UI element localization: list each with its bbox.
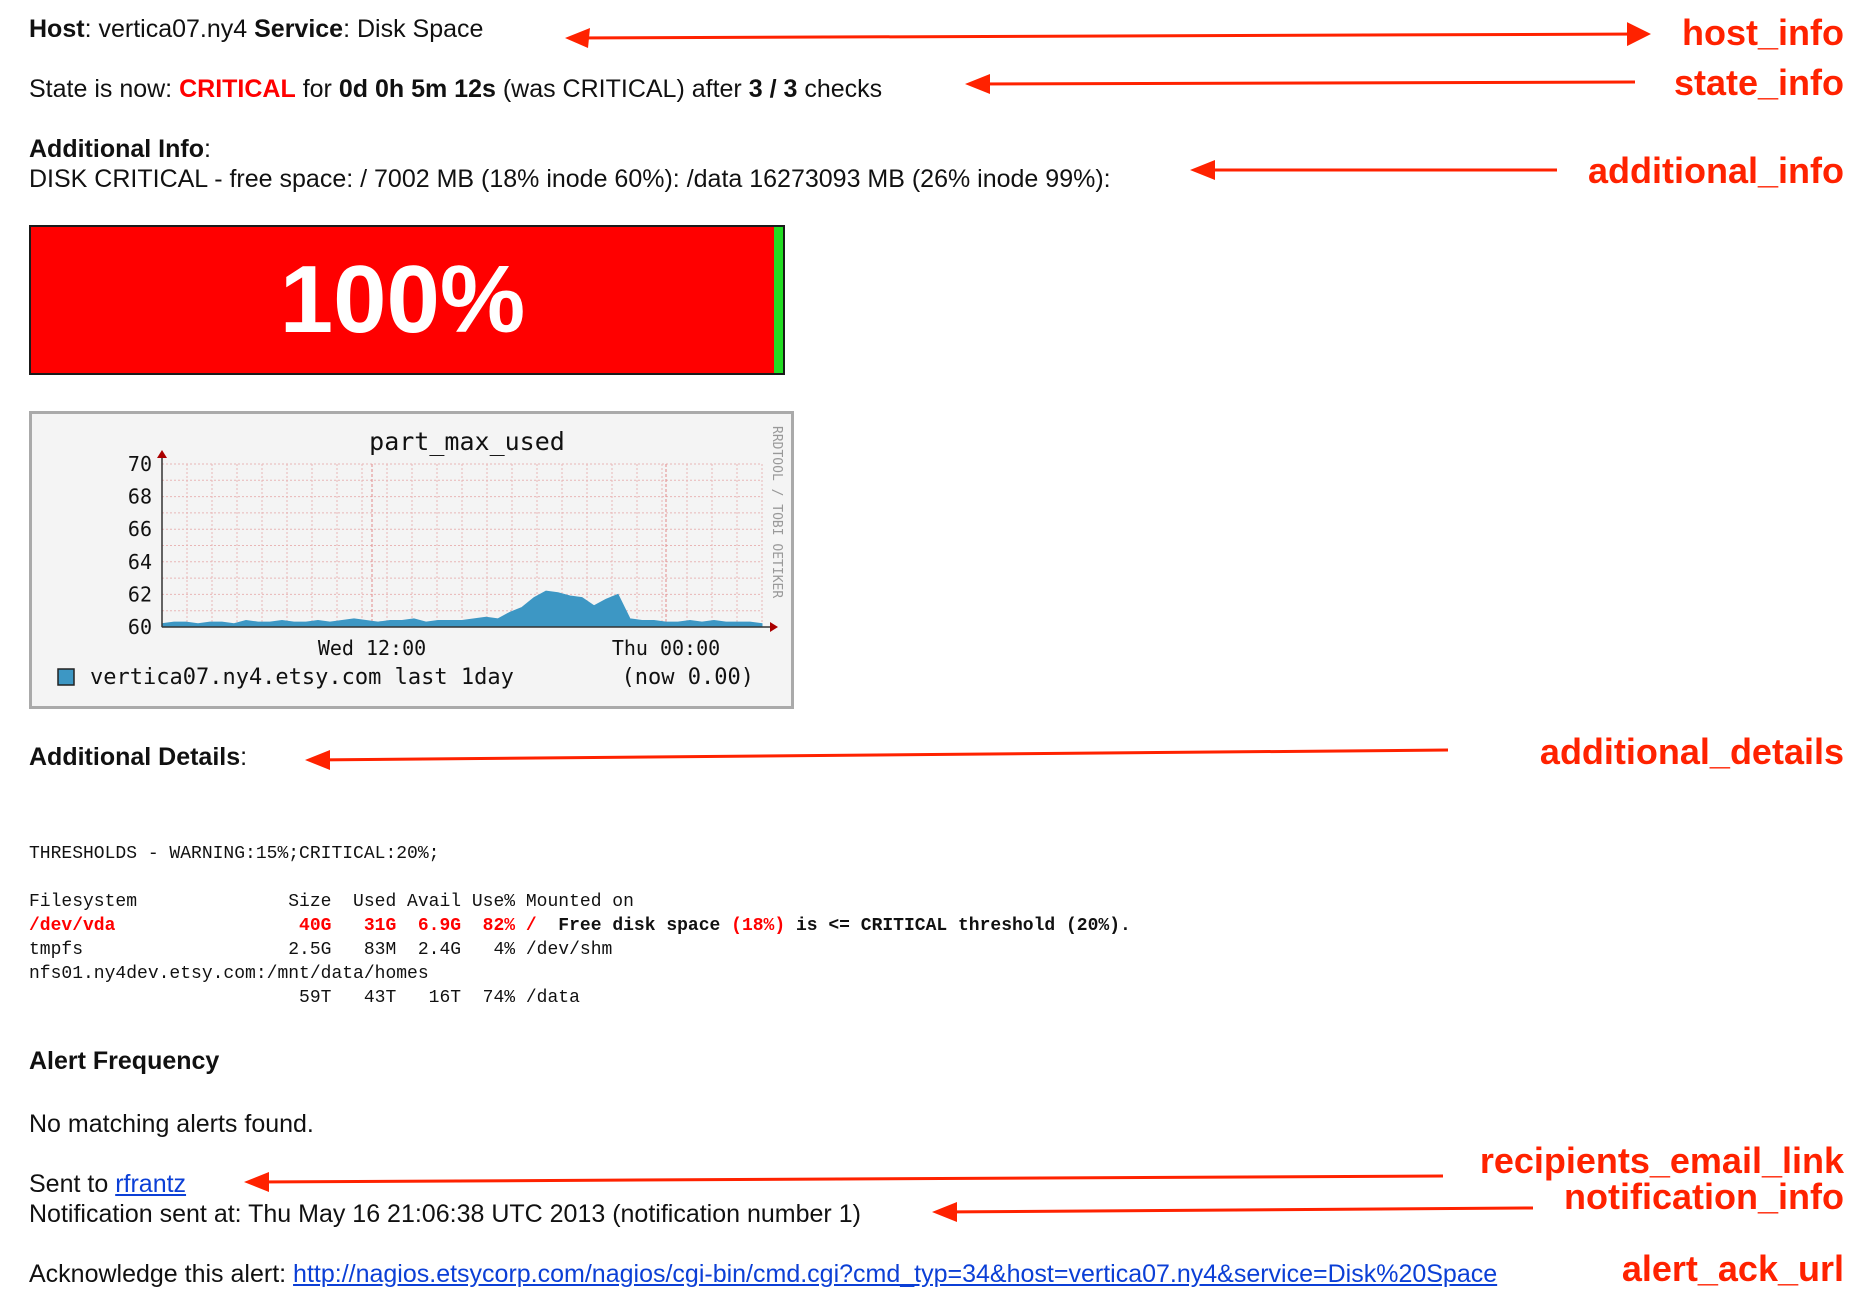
graph-canvas: part_max_used RRDTOOL / TOBI OETIKER 606…	[57, 426, 784, 690]
state-for-text: for	[302, 75, 332, 103]
arrowhead-additional-details	[305, 750, 330, 770]
disk-details-block: THRESHOLDS - WARNING:15%;CRITICAL:20%; F…	[29, 842, 1131, 1010]
additional-details-heading: Additional Details:	[29, 743, 248, 771]
x-tick-label: Wed 12:00	[318, 636, 426, 660]
disk-usage-bar: 100%	[29, 225, 785, 375]
arrow-notification	[936, 1206, 1534, 1214]
df-row-nfs-name: nfs01.ny4dev.etsy.com:/mnt/data/homes	[29, 964, 429, 984]
arrowhead-host-info	[565, 28, 590, 48]
alert-frequency-heading: Alert Frequency	[29, 1046, 219, 1076]
host-value: vertica07.ny4	[98, 15, 248, 43]
graph-series-area	[161, 590, 763, 628]
disk-usage-bar-edge	[774, 227, 783, 373]
state-info-line: State is now: CRITICAL for 0d 0h 5m 12s …	[29, 74, 882, 104]
graph-series-path	[161, 590, 763, 628]
legend-host: vertica07.ny4.etsy.com last 1day	[90, 665, 514, 690]
graph-grid	[161, 463, 763, 628]
arrow-host-info	[569, 22, 1651, 47]
df-row-dev-vda-msg: Free disk space	[536, 916, 732, 936]
state-prefix: State is now:	[29, 75, 173, 103]
graph-x-tick-labels: Wed 12:00 Thu 00:00	[318, 636, 720, 660]
df-row-dev-vda-fs: /dev/vda	[29, 916, 116, 936]
alert-ack-url-link[interactable]: http://nagios.etsycorp.com/nagios/cgi-bi…	[293, 1260, 1498, 1288]
arrowhead-state-info	[965, 74, 990, 94]
arrowhead-recipients	[244, 1172, 269, 1192]
state-attempts: 3 / 3	[748, 75, 798, 103]
y-tick-label: 60	[128, 615, 152, 639]
legend-swatch	[57, 668, 75, 686]
state-badge: CRITICAL	[179, 75, 296, 103]
host-label: Host	[29, 15, 85, 43]
legend-now: (now 0.00)	[622, 665, 754, 690]
arrow-recipients	[247, 1174, 1444, 1184]
graph-title: part_max_used	[369, 427, 565, 456]
annotation-host-info: host_info	[1682, 12, 1844, 53]
arrowhead-additional-info	[1190, 160, 1215, 180]
annotation-additional-info: additional_info	[1588, 150, 1844, 191]
arrow-additional-details	[309, 748, 1449, 762]
additional-info-text: DISK CRITICAL - free space: / 7002 MB (1…	[29, 165, 1111, 193]
x-tick-label: Thu 00:00	[612, 636, 720, 660]
recipients-line: Sent to rfrantz	[29, 1169, 186, 1199]
notification-info: Notification sent at: Thu May 16 21:06:3…	[29, 1200, 861, 1228]
recipient-email-link[interactable]: rfrantz	[115, 1170, 187, 1198]
y-tick-label: 70	[128, 452, 152, 476]
ack-line: Acknowledge this alert: http://nagios.et…	[29, 1259, 1497, 1289]
df-row-dev-vda-pct: (18%)	[731, 916, 786, 936]
df-header-row: Filesystem Size Used Avail Use% Mounted …	[29, 892, 634, 912]
annotation-recipients-email-link: recipients_email_link	[1479, 1140, 1844, 1181]
host-info-line: Host: vertica07.ny4 Service: Disk Space	[29, 15, 484, 43]
recipients-prefix: Sent to	[29, 1170, 109, 1198]
additional-info-label: Additional Info	[29, 135, 204, 163]
graph-axes	[157, 450, 778, 632]
part-max-used-graph: part_max_used RRDTOOL / TOBI OETIKER 60 6…	[29, 411, 794, 709]
alert-frequency-label: Alert Frequency	[29, 1047, 220, 1075]
y-tick-label: 66	[128, 517, 152, 541]
state-duration: 0d 0h 5m 12s	[338, 75, 496, 103]
arrowhead-notification	[932, 1202, 957, 1222]
ack-prefix: Acknowledge this alert:	[29, 1260, 287, 1288]
y-tick-label: 68	[128, 485, 152, 509]
state-was-text: (was CRITICAL) after	[502, 75, 742, 103]
annotation-additional-details: additional_details	[1539, 731, 1844, 772]
df-row-nfs-values: 59T 43T 16T 74% /data	[29, 988, 580, 1008]
arrow-state-info	[969, 80, 1636, 86]
additional-info-heading: Additional Info:	[29, 135, 211, 163]
annotation-state-info: state_info	[1673, 62, 1844, 103]
y-axis-arrow	[157, 450, 167, 458]
service-label: Service	[254, 15, 344, 43]
df-row-dev-vda-values: 40G 31G 6.9G 82% /	[115, 916, 537, 936]
y-tick-label: 62	[128, 582, 152, 606]
annotation-notification-info: notification_info	[1564, 1176, 1844, 1217]
additional-details-label: Additional Details	[29, 743, 241, 771]
graph-watermark: RRDTOOL / TOBI OETIKER	[769, 426, 784, 598]
thresholds-line: THRESHOLDS - WARNING:15%;CRITICAL:20%;	[29, 844, 440, 864]
state-suffix: checks	[804, 75, 883, 103]
df-row-dev-vda-threshold: is <= CRITICAL threshold (20%).	[785, 916, 1131, 936]
service-value: Disk Space	[357, 15, 484, 43]
graph-y-tick-labels: 60 62 64 66 68 70	[128, 452, 152, 639]
annotation-alert-ack-url: alert_ack_url	[1621, 1248, 1844, 1289]
x-axis-arrow	[770, 622, 778, 632]
df-row-tmpfs: tmpfs 2.5G 83M 2.4G 4% /dev/shm	[29, 940, 613, 960]
y-tick-label: 64	[128, 550, 152, 574]
disk-usage-percent: 100%	[279, 246, 526, 353]
alert-frequency-text: No matching alerts found.	[29, 1110, 314, 1138]
